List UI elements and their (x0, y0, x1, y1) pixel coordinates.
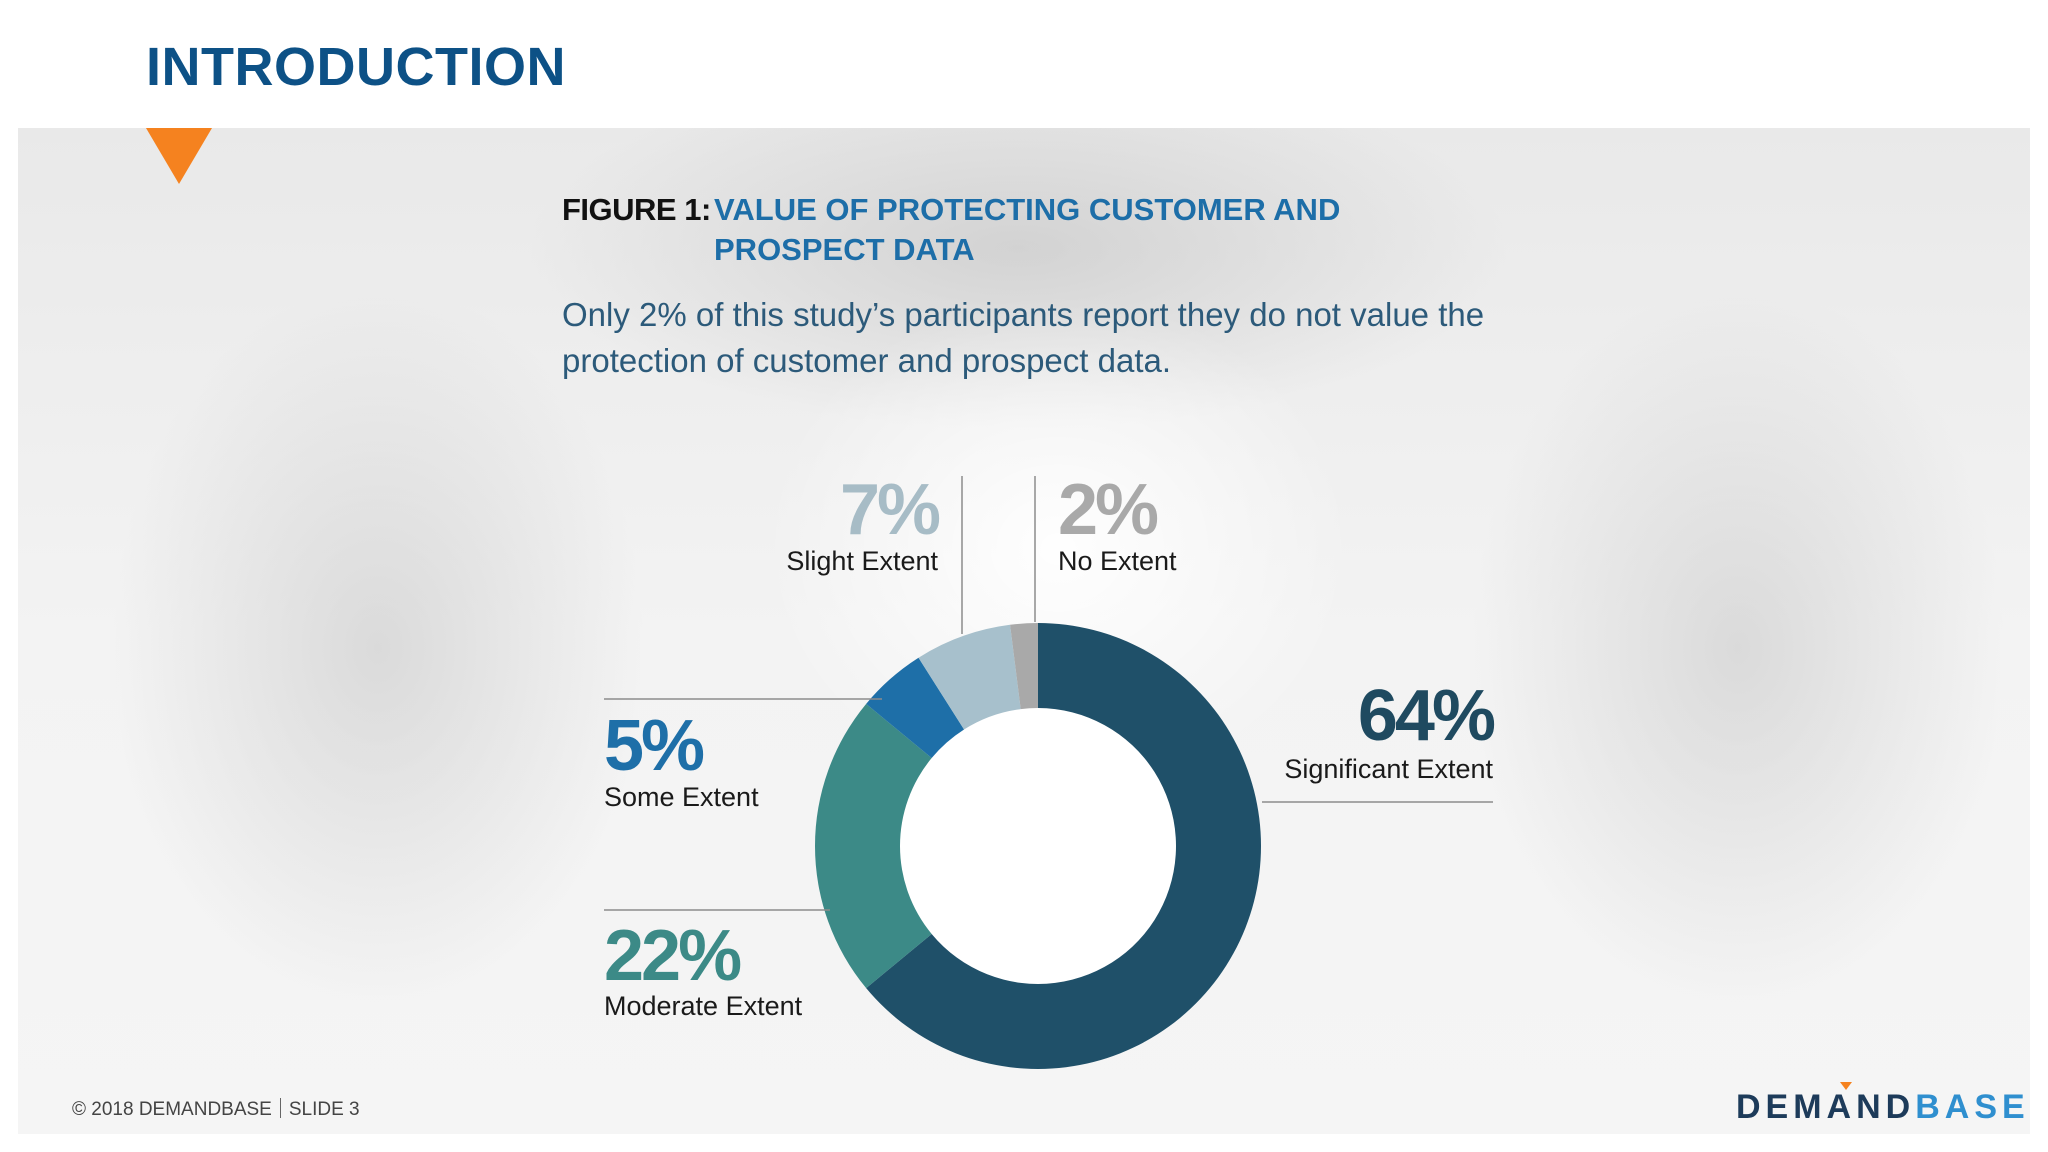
logo-accent-icon (1840, 1082, 1852, 1090)
data-label-name-slight-extent: Slight Extent (786, 546, 938, 576)
page-title: INTRODUCTION (146, 37, 566, 97)
footer-separator (279, 1098, 281, 1118)
figure-subtitle: Only 2% of this study’s participants rep… (562, 292, 1562, 384)
demandbase-logo: DEMANDBASE (1736, 1088, 2030, 1127)
figure-title-line2: PROSPECT DATA (714, 232, 975, 267)
orange-triangle-icon (146, 128, 212, 184)
logo-part-demand: DEMAND (1736, 1088, 1916, 1126)
donut-hole (900, 708, 1176, 984)
data-label-value-some-extent: 5% (604, 706, 704, 786)
subtitle-line2: protection of customer and prospect data… (562, 342, 1172, 379)
data-label-name-some-extent: Some Extent (604, 782, 759, 812)
slice-moderate-extent (814, 703, 932, 989)
slide-header: INTRODUCTION (0, 0, 2048, 128)
figure-title-line1: VALUE OF PROTECTING CUSTOMER AND (714, 192, 1341, 227)
data-label-value-slight-extent: 7% (840, 470, 940, 550)
data-label-name-moderate-extent: Moderate Extent (604, 991, 803, 1021)
slice-some-extent (866, 657, 965, 759)
logo-part-base: BASE (1915, 1088, 2030, 1126)
data-label-value-no-extent: 2% (1058, 470, 1158, 550)
slice-slight-extent (918, 624, 1021, 730)
subtitle-line1: Only 2% of this study’s participants rep… (562, 296, 1485, 333)
slice-significant-extent (866, 623, 1261, 1069)
footer-slide-number: SLIDE 3 (288, 1099, 360, 1120)
data-label-name-significant-extent: Significant Extent (1284, 754, 1493, 784)
footer: © 2018 DEMANDBASE SLIDE 3 (72, 1098, 360, 1121)
slice-no-extent (1010, 623, 1038, 710)
figure-label: FIGURE 1: (562, 192, 711, 227)
figure-title: FIGURE 1: VALUE OF PROTECTING CUSTOMER AN… (562, 190, 1340, 270)
data-label-name-no-extent: No Extent (1058, 546, 1177, 576)
data-label-value-moderate-extent: 22% (604, 916, 741, 996)
footer-copyright: © 2018 DEMANDBASE (72, 1099, 272, 1120)
data-label-value-significant-extent: 64% (1358, 676, 1495, 756)
